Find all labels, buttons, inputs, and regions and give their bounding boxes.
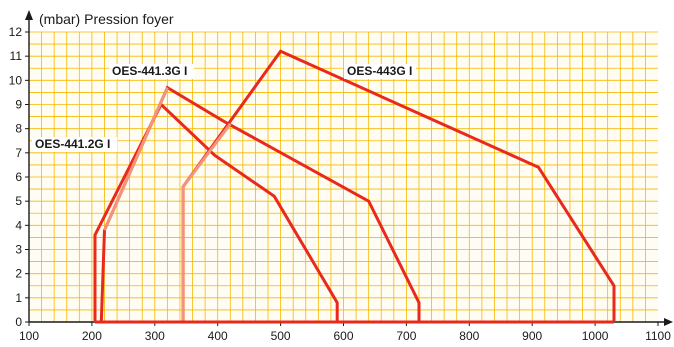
series-line bbox=[93, 102, 339, 322]
x-axis-arrow-icon bbox=[664, 318, 673, 326]
y-tick-label: 6 bbox=[15, 170, 22, 184]
series-label-background bbox=[344, 64, 416, 79]
y-tick-label: 11 bbox=[10, 49, 23, 63]
x-tick-label: 400 bbox=[208, 329, 228, 343]
x-tick-label: 800 bbox=[459, 329, 479, 343]
series-label: OES-441.3G I bbox=[112, 64, 187, 78]
y-tick-label: 2 bbox=[15, 267, 22, 281]
y-tick-label: 1 bbox=[15, 291, 22, 305]
y-tick-label: 4 bbox=[15, 218, 22, 232]
y-axis-arrow-icon bbox=[25, 10, 33, 20]
x-tick-label: 100 bbox=[19, 329, 39, 343]
y-tick-label: 5 bbox=[15, 194, 22, 208]
x-tick-label: 200 bbox=[82, 329, 102, 343]
y-tick-label: 3 bbox=[15, 243, 22, 257]
x-tick-label: 700 bbox=[396, 329, 416, 343]
x-tick-label: 900 bbox=[522, 329, 542, 343]
y-tick-label: 10 bbox=[9, 73, 23, 87]
series-labels: OES-441.2G I OES-441.3G I OES-443G I bbox=[32, 64, 416, 152]
grid-lines bbox=[29, 31, 658, 322]
x-tick-label: 500 bbox=[271, 329, 291, 343]
x-tick-label: 1100 bbox=[645, 329, 671, 343]
y-tick-label: 0 bbox=[15, 315, 22, 329]
series-lines bbox=[93, 49, 616, 324]
series-label-background bbox=[109, 64, 195, 79]
y-tick-label: 12 bbox=[9, 25, 23, 39]
x-tick-label: 1000 bbox=[582, 329, 609, 343]
y-tick-label: 8 bbox=[15, 122, 22, 136]
series-label: OES-441.2G I bbox=[35, 137, 110, 151]
y-tick-label: 7 bbox=[15, 146, 22, 160]
y-tick-label: 9 bbox=[15, 98, 22, 112]
series-label: OES-443G I bbox=[347, 64, 412, 78]
series-line-light-segment bbox=[181, 122, 232, 322]
y-axis-title: (mbar) Pression foyer bbox=[39, 11, 174, 27]
series-label-background bbox=[32, 137, 118, 152]
x-tick-label: 300 bbox=[145, 329, 165, 343]
series-line-light-segment bbox=[103, 86, 169, 231]
x-tick-label: 600 bbox=[333, 329, 353, 343]
x-tick-labels: 100 200 300 400 500 600 700 800 900 1000 1100 bbox=[19, 322, 671, 343]
